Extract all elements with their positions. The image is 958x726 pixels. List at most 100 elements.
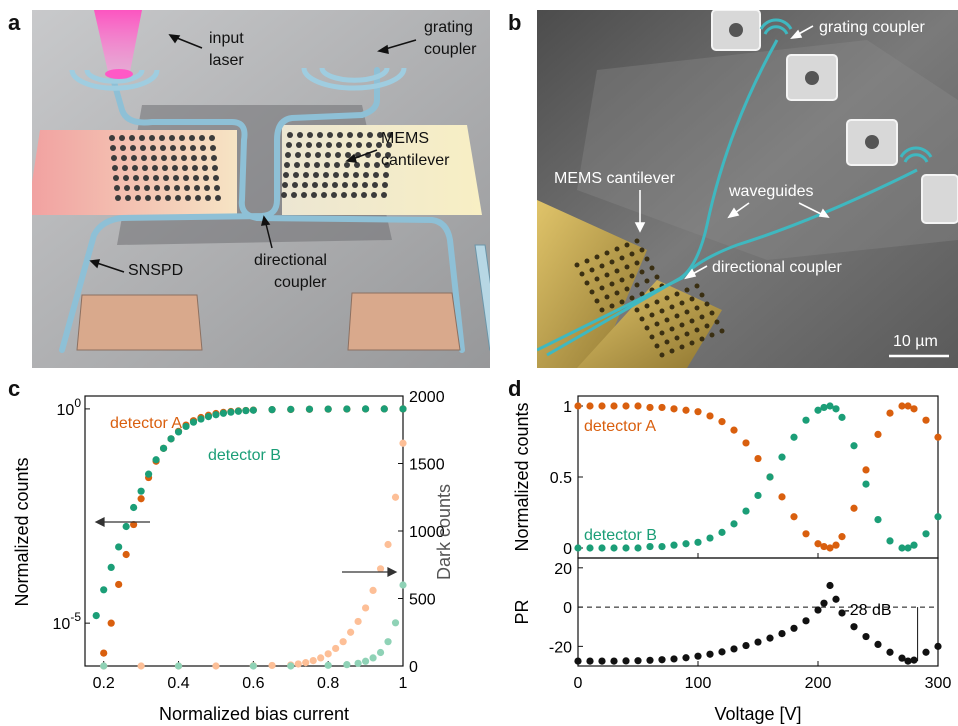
sem-hole bbox=[694, 283, 700, 289]
sem-hole bbox=[604, 272, 610, 278]
point-detector-b bbox=[832, 405, 840, 413]
y-tick-label: 1 bbox=[563, 399, 572, 416]
chart-d-xlabel: Voltage [V] bbox=[714, 704, 801, 724]
mems-hole bbox=[371, 192, 377, 198]
mems-hole bbox=[131, 155, 137, 161]
chart-d-legend-b: detector B bbox=[584, 527, 657, 544]
mems-hole bbox=[163, 175, 169, 181]
point-detector-b bbox=[182, 422, 190, 431]
point-detector-a bbox=[100, 649, 108, 657]
mems-hole bbox=[150, 145, 156, 151]
mems-hole bbox=[315, 152, 321, 158]
point-detector-a bbox=[586, 402, 594, 410]
point-detector-b bbox=[145, 470, 153, 478]
left-cantilever-plate bbox=[32, 130, 237, 215]
point-detector-b bbox=[820, 403, 828, 412]
point-detector-b bbox=[122, 522, 130, 531]
mems-hole bbox=[351, 192, 357, 198]
y2-tick-label: 2000 bbox=[409, 389, 445, 406]
snspd-right bbox=[474, 244, 490, 351]
point-pr bbox=[730, 645, 738, 653]
sem-hole bbox=[669, 304, 675, 310]
point-detector-a bbox=[610, 402, 618, 410]
point-detector-a bbox=[682, 406, 690, 414]
point-detector-b bbox=[670, 541, 678, 549]
sem-hole bbox=[699, 336, 705, 342]
point-pr bbox=[898, 654, 906, 662]
point-pr bbox=[790, 624, 798, 632]
mems-hole bbox=[336, 142, 342, 148]
sem-hole bbox=[584, 280, 590, 286]
mems-hole bbox=[326, 142, 332, 148]
sem-hole bbox=[664, 317, 670, 323]
mems-hole bbox=[302, 182, 308, 188]
sem-hole bbox=[629, 251, 635, 257]
sem-hole bbox=[714, 319, 720, 325]
mems-hole bbox=[331, 192, 337, 198]
mems-hole bbox=[200, 145, 206, 151]
point-detector-a bbox=[754, 454, 762, 463]
mems-hole bbox=[211, 155, 217, 161]
sem-hole bbox=[689, 340, 695, 346]
mems-hole bbox=[314, 162, 320, 168]
point-detector-a bbox=[862, 466, 870, 474]
point-detector-b bbox=[610, 544, 618, 552]
point-dark-a bbox=[302, 659, 310, 667]
sem-hole bbox=[684, 287, 690, 293]
sem-hole bbox=[609, 303, 615, 309]
point-pr bbox=[850, 623, 858, 631]
mems-hole bbox=[159, 135, 165, 141]
mems-hole bbox=[181, 155, 187, 161]
point-detector-a bbox=[898, 402, 906, 410]
chart-d-legend-a: detector A bbox=[584, 418, 656, 435]
mems-hole bbox=[322, 182, 328, 188]
point-detector-a bbox=[718, 418, 726, 426]
mems-hole bbox=[110, 145, 116, 151]
mems-hole bbox=[195, 195, 201, 201]
sem-hole bbox=[654, 299, 660, 305]
sem-image: grating coupler MEMS cantilever waveguid… bbox=[537, 10, 958, 368]
panel-letter-b: b bbox=[508, 10, 522, 35]
point-pr bbox=[610, 657, 618, 665]
sem-hole bbox=[619, 277, 625, 283]
label-laser: laser bbox=[209, 52, 244, 69]
sem-hole bbox=[704, 323, 710, 329]
mems-hole bbox=[291, 192, 297, 198]
point-dark-a bbox=[137, 662, 145, 670]
mems-hole bbox=[124, 185, 130, 191]
mems-hole bbox=[386, 142, 392, 148]
sem-hole bbox=[644, 325, 650, 331]
mems-hole bbox=[347, 132, 353, 138]
sem-hole bbox=[654, 343, 660, 349]
mems-hole bbox=[342, 182, 348, 188]
mems-hole bbox=[287, 132, 293, 138]
point-detector-a bbox=[922, 416, 930, 424]
point-detector-a bbox=[137, 495, 145, 503]
point-detector-b bbox=[730, 520, 738, 528]
mems-hole bbox=[332, 182, 338, 188]
chart-c-ylabel: Normalized counts bbox=[12, 457, 32, 606]
mems-hole bbox=[366, 142, 372, 148]
sem-hole bbox=[614, 290, 620, 296]
sem-hole bbox=[644, 303, 650, 309]
sem-hole bbox=[639, 316, 645, 322]
point-detector-a bbox=[832, 541, 840, 549]
mems-hole bbox=[333, 172, 339, 178]
x-tick-label: 0.2 bbox=[93, 675, 115, 692]
point-detector-a bbox=[622, 402, 630, 410]
mems-hole bbox=[353, 172, 359, 178]
sem-hole bbox=[689, 318, 695, 324]
mems-hole bbox=[293, 172, 299, 178]
point-detector-a bbox=[934, 433, 942, 441]
panel-b-sem: grating coupler MEMS cantilever waveguid… bbox=[537, 10, 958, 368]
mems-hole bbox=[215, 195, 221, 201]
mems-hole bbox=[284, 162, 290, 168]
point-dark-b bbox=[399, 581, 407, 589]
y-tick-label: 0 bbox=[563, 541, 572, 558]
mems-hole bbox=[374, 162, 380, 168]
x-tick-label: 0.8 bbox=[317, 675, 339, 692]
sem-hole bbox=[584, 258, 590, 264]
point-detector-b bbox=[850, 442, 858, 450]
point-pr bbox=[904, 657, 912, 665]
sem-hole bbox=[594, 276, 600, 282]
